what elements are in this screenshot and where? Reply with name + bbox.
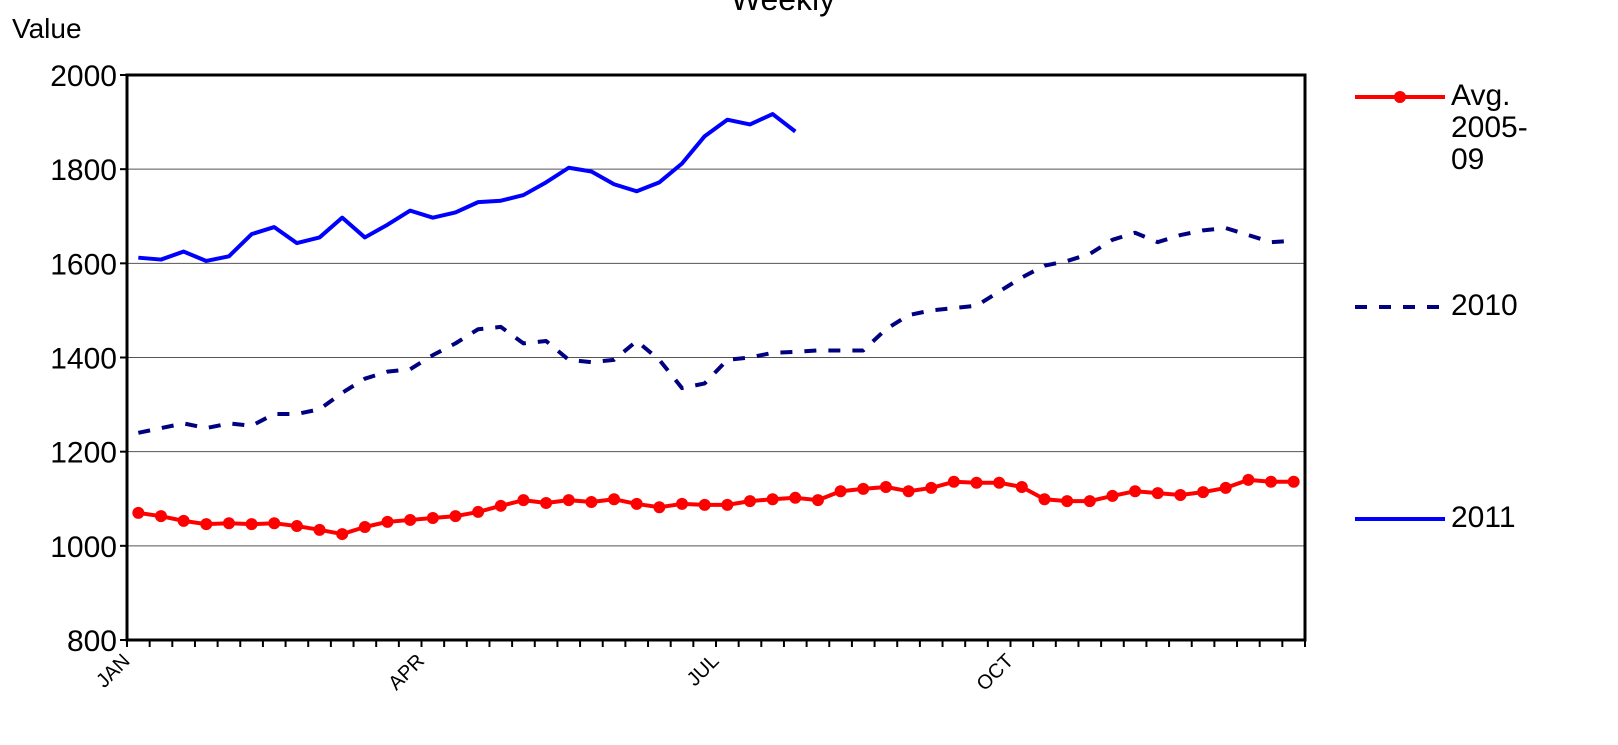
y-tick-label: 1600 bbox=[50, 248, 117, 281]
point bbox=[585, 496, 598, 509]
point bbox=[245, 518, 258, 531]
point bbox=[608, 493, 621, 506]
legend-label: 2011 bbox=[1451, 501, 1516, 534]
point bbox=[132, 506, 145, 519]
point bbox=[313, 523, 326, 536]
point bbox=[1061, 495, 1074, 508]
point bbox=[1242, 473, 1255, 486]
point bbox=[1197, 486, 1210, 499]
point bbox=[540, 496, 553, 509]
point bbox=[902, 485, 915, 498]
y-axis-label: Value bbox=[12, 13, 82, 44]
legend-swatch bbox=[1355, 305, 1445, 309]
point bbox=[222, 517, 235, 530]
point bbox=[811, 494, 824, 507]
series-line bbox=[138, 112, 797, 263]
legend-swatch bbox=[1355, 517, 1445, 521]
legend-label: 2010 bbox=[1451, 289, 1518, 322]
point bbox=[562, 494, 575, 507]
point bbox=[1083, 495, 1096, 508]
point bbox=[970, 476, 983, 489]
x-tick-label: OCT bbox=[973, 650, 1018, 695]
point bbox=[1287, 475, 1300, 488]
point bbox=[1106, 489, 1119, 502]
point bbox=[743, 495, 756, 508]
legend-entry: Avg. 2005-09 bbox=[1355, 80, 1546, 176]
point bbox=[404, 513, 417, 526]
point bbox=[834, 485, 847, 498]
y-tick-label: 1800 bbox=[50, 154, 117, 187]
point bbox=[1038, 493, 1051, 506]
point bbox=[358, 521, 371, 533]
point bbox=[698, 498, 711, 511]
x-tick-label: JUL bbox=[683, 650, 724, 691]
point bbox=[1151, 487, 1164, 500]
point bbox=[653, 501, 666, 514]
legend-swatch bbox=[1355, 91, 1445, 103]
y-tick-label: 1000 bbox=[50, 531, 117, 564]
plot-frame bbox=[125, 73, 1307, 642]
series-line bbox=[137, 226, 1294, 435]
legend-entry: 2010 bbox=[1355, 290, 1546, 322]
x-tick-label: APR bbox=[384, 650, 429, 695]
point bbox=[154, 510, 167, 523]
point bbox=[177, 514, 190, 527]
point bbox=[721, 498, 734, 511]
y-tick-label: 1200 bbox=[50, 437, 117, 470]
point bbox=[449, 510, 462, 523]
point bbox=[993, 476, 1006, 489]
point bbox=[947, 475, 960, 488]
legend-label: Avg. 2005-09 bbox=[1451, 79, 1528, 176]
point bbox=[1015, 480, 1028, 493]
point bbox=[381, 515, 394, 528]
point bbox=[290, 520, 303, 533]
point bbox=[472, 505, 485, 518]
point bbox=[494, 499, 507, 512]
point bbox=[676, 497, 689, 510]
y-tick-label: 800 bbox=[67, 625, 117, 658]
y-tick-label: 2000 bbox=[50, 60, 117, 93]
point bbox=[1265, 475, 1278, 488]
point bbox=[517, 494, 530, 507]
point bbox=[268, 517, 281, 530]
point bbox=[200, 518, 213, 531]
point bbox=[630, 497, 643, 510]
legend-entry: 2011 bbox=[1355, 502, 1546, 534]
point bbox=[1129, 485, 1142, 498]
point bbox=[857, 482, 870, 495]
legend-marker bbox=[1394, 91, 1406, 103]
point bbox=[766, 493, 779, 506]
point bbox=[879, 480, 892, 493]
point bbox=[336, 528, 349, 541]
series-line bbox=[138, 477, 1294, 537]
point bbox=[426, 512, 439, 525]
point bbox=[1174, 488, 1187, 501]
point bbox=[925, 481, 938, 494]
point bbox=[789, 491, 802, 504]
chart-title: Weekly bbox=[731, 0, 835, 17]
y-tick-label: 1400 bbox=[50, 343, 117, 376]
point bbox=[1219, 481, 1232, 494]
